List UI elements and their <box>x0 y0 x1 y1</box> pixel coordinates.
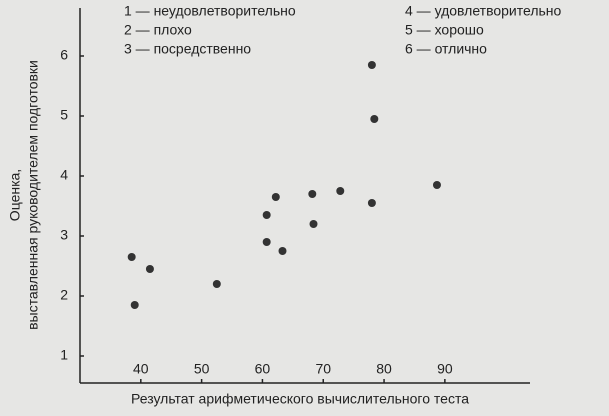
point <box>370 115 379 123</box>
x-axis-label: Результат арифметического вычислительног… <box>131 391 469 407</box>
x-tick-label: 50 <box>194 361 210 377</box>
legend-entry: 3 — посредственно <box>124 41 251 57</box>
x-tick-label: 70 <box>315 361 331 377</box>
legend-entry: 2 — плохо <box>124 22 192 38</box>
y-tick-label: 6 <box>60 47 68 63</box>
point <box>262 238 271 246</box>
point <box>212 280 221 288</box>
point <box>336 187 345 195</box>
point <box>367 199 376 207</box>
point <box>367 61 376 69</box>
point <box>271 193 280 201</box>
point <box>432 181 441 189</box>
y-axis-label: Оценка, <box>7 169 23 221</box>
y-tick-label: 3 <box>60 227 68 243</box>
point <box>308 190 317 198</box>
x-tick-label: 80 <box>376 361 392 377</box>
x-tick-label: 40 <box>133 361 149 377</box>
y-tick-label: 2 <box>60 287 68 303</box>
point <box>262 211 271 219</box>
legend-entry: 1 — неудовлетворительно <box>124 3 296 19</box>
y-tick-label: 1 <box>60 347 68 363</box>
y-axis-label: выставленная руководителем подготовки <box>25 60 41 330</box>
legend-entry: 6 — отлично <box>405 41 487 57</box>
point <box>309 220 318 228</box>
point <box>127 253 136 261</box>
x-tick-label: 90 <box>437 361 453 377</box>
y-tick-label: 4 <box>60 167 68 183</box>
legend-entry: 5 — хорошо <box>405 22 484 38</box>
legend-entry: 4 — удовлетворительно <box>405 3 562 19</box>
point <box>130 301 139 309</box>
point <box>278 247 287 255</box>
x-tick-label: 60 <box>255 361 271 377</box>
point <box>145 265 154 273</box>
y-tick-label: 5 <box>60 107 68 123</box>
